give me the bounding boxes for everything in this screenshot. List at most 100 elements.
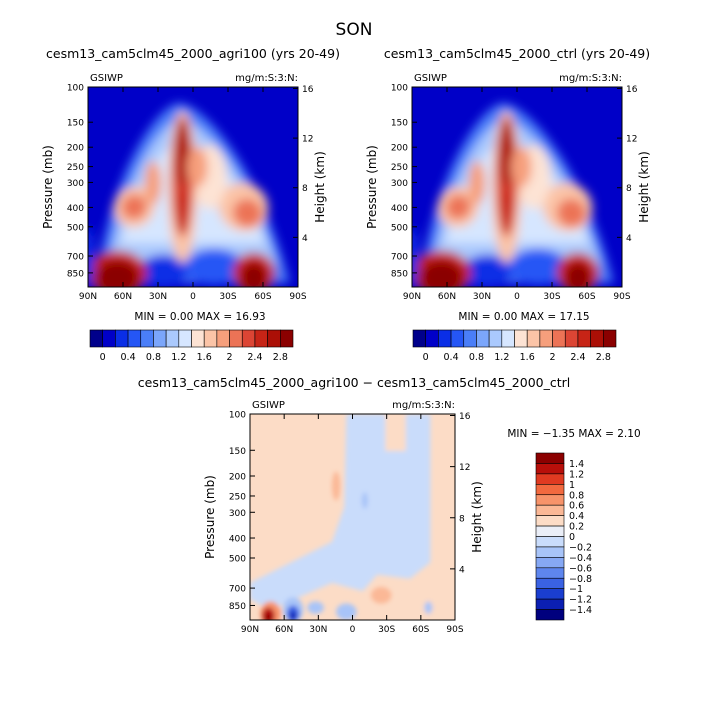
contour-region [121,194,147,220]
variable-label: GSIWP [414,73,447,84]
x-tick-label: 90S [446,625,463,635]
colorbar-swatch [535,525,565,537]
contour-region [361,492,368,509]
colorbar-swatch [115,329,129,348]
y-tick-label: 700 [229,585,246,595]
colorbar-label: 1 [569,480,575,491]
y-tick-label: 200 [67,144,84,154]
colorbar-swatch [552,329,566,348]
colorbar-label: −1.4 [569,605,592,616]
colorbar-swatch [140,329,154,348]
y-tick-label: 700 [67,253,84,263]
y-tick-label: 850 [67,269,84,279]
stats-label: MIN = −1.35 MAX = 2.10 [507,428,640,440]
colorbar-label: 0.4 [121,352,136,363]
y-tick-label: 400 [67,204,84,214]
colorbar-label: 2.8 [273,352,288,363]
panel-title: cesm13_cam5clm45_2000_agri100 (yrs 20-49… [46,46,340,61]
y2-tick-label: 12 [459,463,470,473]
panel-title: cesm13_cam5clm45_2000_agri100 − cesm13_c… [138,375,571,390]
colorbar-label: 1.2 [171,352,186,363]
colorbar-swatch [254,329,268,348]
contour-region [307,601,324,614]
contour-field [412,87,622,287]
colorbar-label: −1 [569,584,583,595]
y2-tick-label: 4 [459,565,465,575]
contour-field [88,87,298,287]
colorbar-swatch [216,329,230,348]
contour-region [500,187,513,235]
colorbar-swatch [267,329,281,348]
colorbar-swatch [127,329,142,348]
x-tick-label: 60N [114,292,132,302]
contour-region [176,187,189,235]
colorbar-swatch [476,329,490,348]
x-tick-label: 90N [403,292,421,302]
contour-region [144,161,162,205]
x-tick-label: 0 [350,625,356,635]
y2-tick-label: 8 [459,514,465,524]
colorbar-swatch [89,329,103,348]
y-tick-label: 400 [391,204,408,214]
x-tick-label: 0 [190,292,196,302]
y-tick-label: 100 [391,84,408,94]
panel-difference: cesm13_cam5clm45_2000_agri100 − cesm13_c… [138,375,641,635]
colorbar-label: 1.6 [197,352,212,363]
contour-region [420,261,463,287]
contour-region [370,587,392,604]
colorbar-swatch [535,515,565,527]
contour-region [138,255,189,287]
colorbar-label: 0.6 [569,501,584,512]
colorbar-swatch [535,452,565,464]
colorbar-label: −0.4 [569,553,592,564]
colorbar-label: −0.8 [569,574,592,585]
y-axis-label: Pressure (mb) [365,145,379,229]
colorbar-swatch [535,546,565,558]
y-tick-label: 150 [229,447,246,457]
y-tick-label: 250 [229,492,246,502]
y2-tick-label: 16 [459,412,471,422]
colorbar-label: 2.4 [570,352,585,363]
y-tick-label: 150 [67,119,84,129]
y2-axis-label: Height (km) [313,151,327,222]
y-tick-label: 100 [67,84,84,94]
colorbar-label: 0 [100,352,106,363]
panel-title: cesm13_cam5clm45_2000_ctrl (yrs 20-49) [384,46,650,61]
y2-tick-label: 12 [626,135,637,145]
contour-region [510,147,532,187]
colorbar-swatch [488,329,503,348]
y-tick-label: 200 [391,144,408,154]
colorbar-label: 0.2 [569,522,584,533]
colorbar-label: 1.2 [494,352,509,363]
contour-field [250,414,455,620]
y2-axis-label: Height (km) [470,481,484,552]
colorbar-swatch [229,329,243,348]
contour-region [241,263,267,287]
colorbar-swatch [425,329,439,348]
contour-region [332,471,341,501]
x-tick-label: 60N [438,292,456,302]
colorbar-label: 0.4 [444,352,459,363]
y2-tick-label: 8 [626,184,632,194]
y2-tick-label: 16 [302,85,314,95]
y-tick-label: 500 [391,223,408,233]
x-tick-label: 30S [378,625,395,635]
y2-tick-label: 4 [302,234,308,244]
colorbar-swatch [450,329,465,348]
colorbar-label: 2.8 [596,352,611,363]
contour-region [250,414,431,610]
contour-region [445,194,471,220]
x-tick-label: 30S [543,292,560,302]
y-tick-label: 100 [229,411,246,421]
contour-region [96,261,139,287]
colorbar-swatch [535,494,565,506]
x-tick-label: 90S [289,292,306,302]
colorbar-swatch [535,588,565,600]
y-axis-label: Pressure (mb) [203,475,217,559]
x-tick-label: 90N [79,292,97,302]
colorbar-label: 1.4 [569,459,584,470]
y-tick-label: 850 [229,602,246,612]
colorbar-swatch [539,329,553,348]
contour-region [336,603,357,620]
colorbar-label: 1.6 [520,352,535,363]
